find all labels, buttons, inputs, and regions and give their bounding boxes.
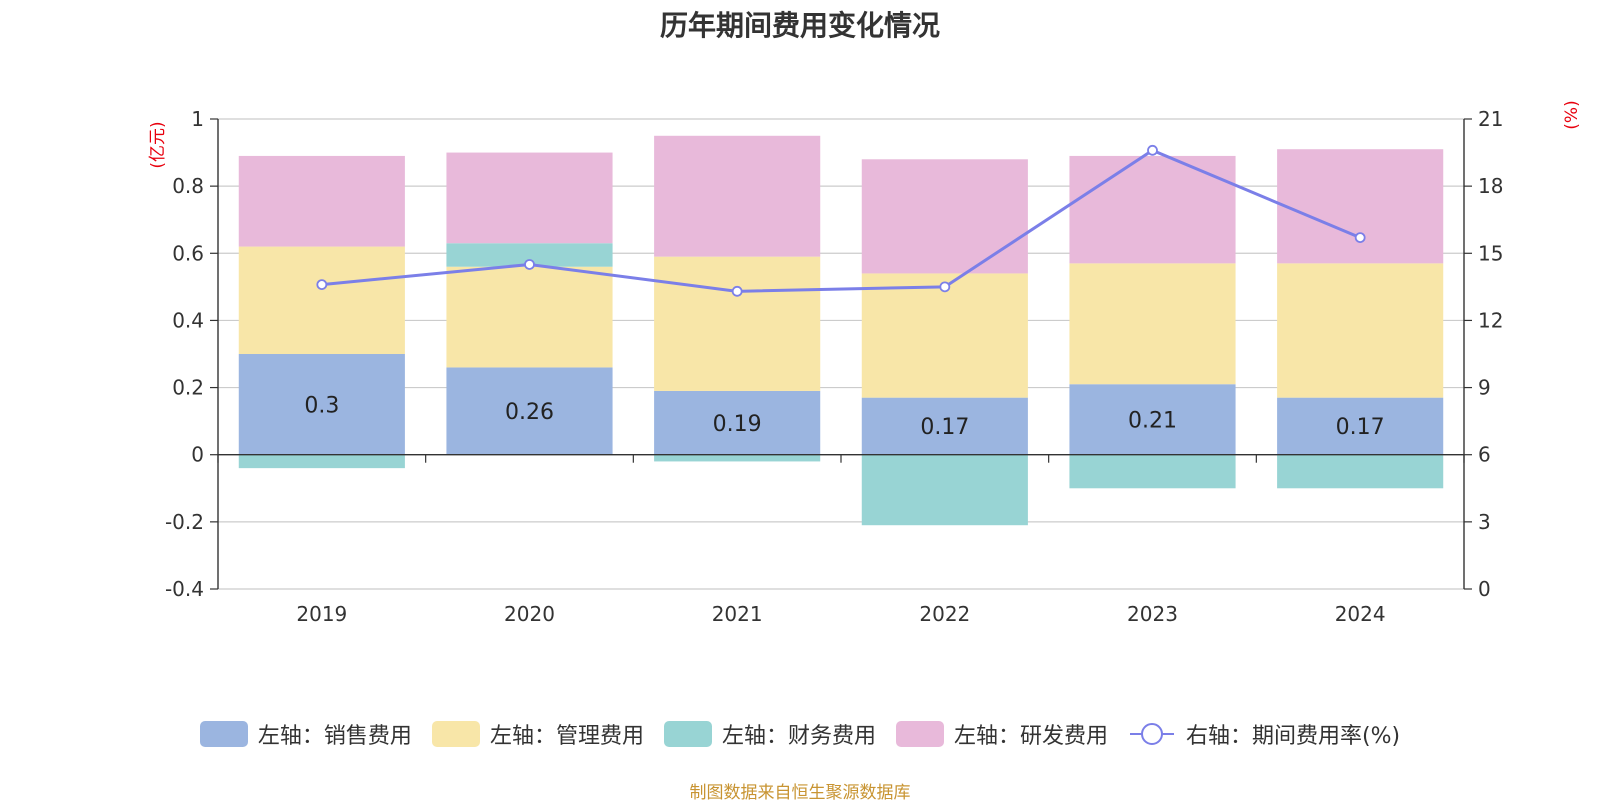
left-tick-label: -0.2: [165, 510, 204, 534]
bar-1-2024: [1277, 263, 1444, 398]
right-tick-label: 21: [1478, 107, 1503, 131]
legend-item-rd[interactable]: 左轴：研发费用: [895, 718, 1108, 750]
bar-2-2020: [446, 243, 613, 267]
left-tick-label: -0.4: [165, 577, 204, 601]
left-tick-label: 0.4: [172, 308, 204, 332]
bar-3-2024: [1277, 149, 1444, 264]
legend-swatch-rd: [895, 721, 944, 747]
bar-value-label: 0.21: [1128, 408, 1177, 433]
bar-1-2022: [861, 273, 1028, 398]
bar-3-2019: [238, 155, 405, 247]
category-label: 2021: [712, 602, 763, 626]
bar-value-label: 0.19: [713, 412, 762, 437]
bar-3-2021: [654, 135, 821, 257]
bar-2-2021: [654, 454, 821, 462]
bar-0-2023: [1069, 384, 1236, 455]
right-tick-label: 12: [1478, 308, 1503, 332]
bar-1-2021: [654, 256, 821, 391]
rate-line: [321, 148, 1361, 293]
bars-layer: [238, 135, 1444, 526]
bar-value-label: 0.3: [304, 393, 339, 418]
bar-1-2020: [446, 266, 613, 368]
category-label: 2022: [919, 602, 970, 626]
category-label: 2019: [296, 602, 347, 626]
rate-point-2022: [939, 281, 951, 293]
bar-2-2022: [861, 454, 1028, 526]
bar-1-2019: [238, 246, 405, 354]
bar-2-2019: [238, 454, 405, 469]
bar-value-label: 0.17: [1336, 415, 1385, 440]
chart-title: 历年期间费用变化情况: [659, 9, 940, 42]
legend-label-sales: 左轴：销售费用: [257, 724, 412, 749]
left-tick-label: 1: [191, 107, 204, 131]
chart-legend: 左轴：销售费用 左轴：管理费用 左轴：财务费用 左轴：研发费用 右轴：期间费用率…: [0, 718, 1600, 750]
bar-2-2023: [1069, 454, 1236, 489]
legend-label-rd: 左轴：研发费用: [953, 724, 1108, 749]
legend-swatch-admin: [431, 721, 480, 747]
category-label: 2020: [504, 602, 555, 626]
left-tick-label: 0.2: [172, 376, 204, 400]
bar-0-2019: [238, 354, 405, 455]
legend-swatch-finance: [663, 721, 712, 747]
left-axis-unit: (亿元): [148, 121, 168, 168]
bar-1-2023: [1069, 263, 1236, 385]
category-label: 2023: [1127, 602, 1178, 626]
bar-0-2020: [446, 367, 613, 455]
label-layer: 0.3 0.26 0.19 0.17 0.21 0.17: [304, 393, 1384, 440]
legend-swatch-rate: [1129, 723, 1174, 745]
rate-point-2024: [1354, 232, 1366, 244]
right-tick-label: 6: [1478, 443, 1491, 467]
legend-item-finance[interactable]: 左轴：财务费用: [663, 718, 876, 750]
rate-point-2023: [1147, 144, 1158, 156]
bar-0-2022: [861, 397, 1028, 455]
rate-point-2020: [524, 259, 535, 270]
right-tick-label: 3: [1478, 510, 1491, 534]
legend-label-rate: 右轴：期间费用率(%): [1185, 724, 1401, 749]
line-layer: [316, 144, 1366, 297]
left-tick-label: 0: [191, 443, 204, 467]
legend-swatch-sales: [199, 721, 248, 747]
bar-3-2020: [446, 152, 613, 244]
legend-label-admin: 左轴：管理费用: [489, 724, 644, 749]
bar-2-2024: [1277, 454, 1444, 489]
bar-value-label: 0.26: [505, 400, 554, 425]
right-tick-label: 15: [1478, 241, 1503, 265]
bar-3-2023: [1069, 155, 1236, 264]
right-tick-label: 9: [1478, 376, 1491, 400]
left-tick-label: 0.6: [172, 241, 204, 265]
right-tick-label: 0: [1478, 577, 1491, 601]
data-source-note: 制图数据来自恒生聚源数据库: [689, 783, 911, 803]
rate-point-2019: [316, 279, 328, 291]
category-label: 2024: [1335, 602, 1386, 626]
bar-0-2024: [1277, 397, 1444, 455]
legend-item-sales[interactable]: 左轴：销售费用: [199, 718, 412, 750]
bar-3-2022: [861, 159, 1028, 274]
axis-layer: 1 0.8 0.6 0.4 0.2 0 -0.2 -0.4 21 18 15 12 9 6 3 0 2019 20…: [165, 107, 1503, 626]
left-tick-label: 0.8: [172, 174, 204, 198]
legend-item-rate[interactable]: 右轴：期间费用率(%): [1128, 718, 1400, 750]
bar-0-2021: [654, 390, 821, 455]
bar-value-label: 0.17: [920, 415, 969, 440]
legend-item-admin[interactable]: 左轴：管理费用: [431, 718, 644, 750]
legend-label-finance: 左轴：财务费用: [721, 724, 876, 749]
right-tick-label: 18: [1478, 174, 1503, 198]
right-axis-unit: (%): [1562, 100, 1582, 129]
rate-point-2021: [731, 285, 743, 297]
